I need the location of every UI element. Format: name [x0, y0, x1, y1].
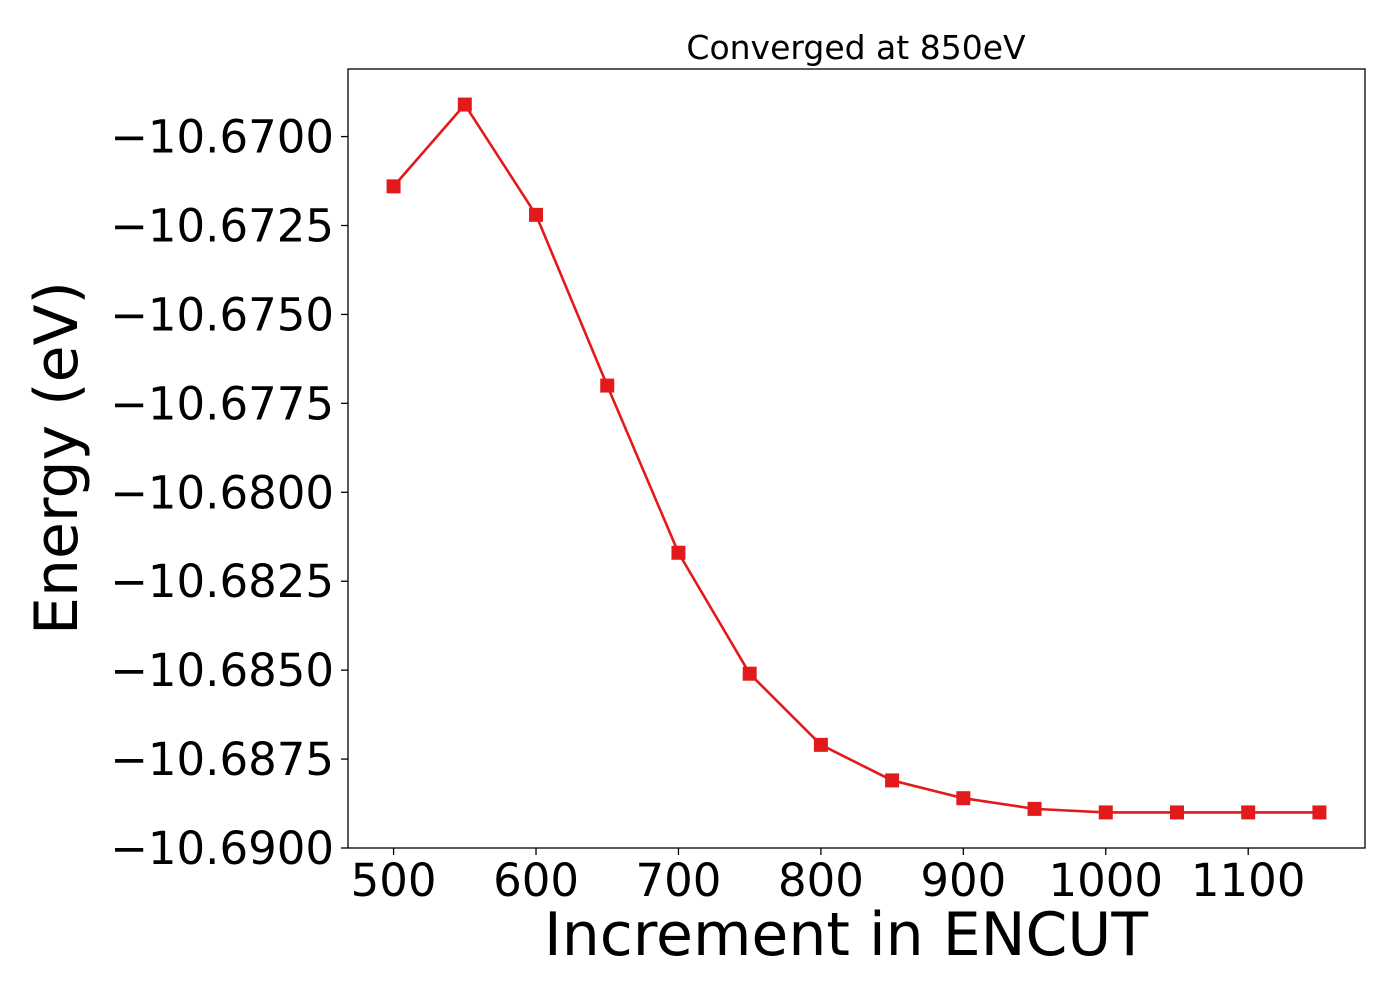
x-axis: 500 600 700 800 900 1000 1100: [351, 848, 1306, 907]
x-tick-label: 800: [778, 854, 864, 907]
data-point-marker: [671, 545, 686, 560]
data-point-marker: [885, 773, 900, 788]
y-axis: −10.6700 −10.6725 −10.6750 −10.6775 −10.6800…: [110, 111, 348, 875]
y-tick-label: −10.6825: [110, 555, 334, 608]
x-tick-label: 600: [493, 854, 579, 907]
chart-title: Converged at 850eV: [686, 28, 1026, 67]
series-layer: [386, 97, 1327, 820]
data-point-marker: [457, 97, 472, 112]
data-point-marker: [529, 207, 544, 222]
data-point-marker: [813, 737, 828, 752]
data-point-marker: [1027, 801, 1042, 816]
x-tick-label: 1000: [1048, 854, 1163, 907]
x-tick-label: 700: [636, 854, 722, 907]
y-tick-label: −10.6700: [110, 111, 334, 164]
x-tick-label: 500: [351, 854, 437, 907]
y-tick-label: −10.6875: [110, 733, 334, 786]
series-line: [392, 102, 1320, 814]
y-tick-label: −10.6725: [110, 200, 334, 253]
y-tick-label: −10.6750: [110, 288, 334, 341]
data-point-marker: [1241, 805, 1256, 820]
x-tick-label: 1100: [1191, 854, 1306, 907]
data-point-marker: [1098, 805, 1113, 820]
data-point-marker: [1312, 805, 1327, 820]
y-axis-label: Energy (eV): [22, 281, 92, 635]
data-point-marker: [1169, 805, 1184, 820]
y-tick-label: −10.6900: [110, 822, 334, 875]
x-axis-label: Increment in ENCUT: [544, 900, 1148, 970]
data-point-marker: [600, 378, 615, 393]
x-tick-label: 900: [920, 854, 1006, 907]
data-point-marker: [956, 791, 971, 806]
plot-area: [347, 68, 1366, 849]
data-point-marker: [742, 666, 757, 681]
y-tick-label: −10.6775: [110, 377, 334, 430]
y-tick-label: −10.6800: [110, 466, 334, 519]
y-tick-label: −10.6850: [110, 644, 334, 697]
data-point-marker: [386, 179, 401, 194]
axes-frame: [347, 68, 1366, 849]
